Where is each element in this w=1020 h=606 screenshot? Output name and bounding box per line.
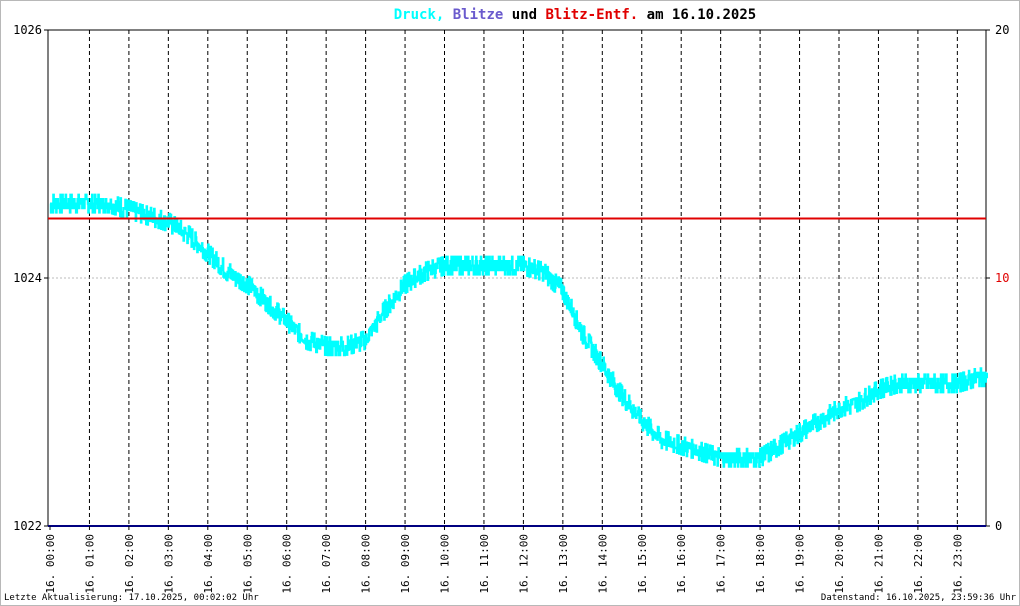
y-left-tick-label: 1024 — [13, 271, 42, 285]
x-tick-label: 16. 05:00 — [241, 534, 254, 594]
x-tick-label: 16. 12:00 — [517, 534, 530, 594]
y-right-tick-label: 0 — [995, 519, 1002, 533]
x-tick-label: 16. 04:00 — [202, 534, 215, 594]
x-tick-label: 16. 06:00 — [281, 534, 294, 594]
x-axis: 16. 00:00 16. 01:00 16. 02:00 16. 03:00 16. … — [44, 526, 964, 594]
x-tick-label: 16. 19:00 — [794, 534, 807, 594]
y-left-tick-label: 1026 — [13, 23, 42, 37]
x-tick-label: 16. 01:00 — [83, 534, 96, 594]
footer-last-update: Letzte Aktualisierung: 17.10.2025, 00:02… — [4, 593, 259, 603]
x-tick-label: 16. 16:00 — [675, 534, 688, 594]
x-tick-label: 16. 15:00 — [636, 534, 649, 594]
x-tick-label: 16. 00:00 — [44, 534, 57, 594]
x-tick-label: 16. 20:00 — [833, 534, 846, 594]
x-tick-label: 16. 10:00 — [439, 534, 452, 594]
x-tick-label: 16. 02:00 — [123, 534, 136, 594]
title-part-4: am 16.10.2025 — [638, 7, 756, 23]
x-tick-label: 16. 21:00 — [872, 534, 885, 594]
grid-lines — [48, 30, 986, 526]
x-tick-label: 16. 23:00 — [951, 534, 964, 594]
title-part-0: Druck, — [394, 7, 445, 23]
y-right-tick-label: 20 — [995, 23, 1009, 37]
footer-data-status: Datenstand: 16.10.2025, 23:59:36 Uhr — [820, 593, 1016, 603]
x-tick-label: 16. 07:00 — [320, 534, 333, 594]
x-tick-label: 16. 09:00 — [399, 534, 412, 594]
x-tick-label: 16. 18:00 — [754, 534, 767, 594]
title-part-1: Blitze — [444, 7, 503, 23]
series-reference-lines — [48, 217, 986, 527]
x-tick-label: 16. 17:00 — [715, 534, 728, 594]
y-right-tick-label: 10 — [995, 271, 1009, 285]
series-pressure — [49, 193, 988, 468]
title-part-3: Blitz-Entf. — [546, 7, 639, 23]
y-axis-left: 1022 1024 1026 — [13, 23, 48, 533]
pressure-line — [49, 193, 988, 468]
x-tick-label: 16. 11:00 — [478, 534, 491, 594]
y-axis-right: 0 10 20 — [986, 23, 1009, 533]
chart-title: Druck, Blitze und Blitz-Entf. am 16.10.2… — [394, 7, 756, 23]
x-tick-label: 16. 14:00 — [596, 534, 609, 594]
x-tick-label: 16. 08:00 — [360, 534, 373, 594]
x-tick-label: 16. 03:00 — [162, 534, 175, 594]
y-left-tick-label: 1022 — [13, 519, 42, 533]
x-tick-label: 16. 22:00 — [912, 534, 925, 594]
title-part-2: und — [503, 7, 545, 23]
x-tick-label: 16. 13:00 — [557, 534, 570, 594]
